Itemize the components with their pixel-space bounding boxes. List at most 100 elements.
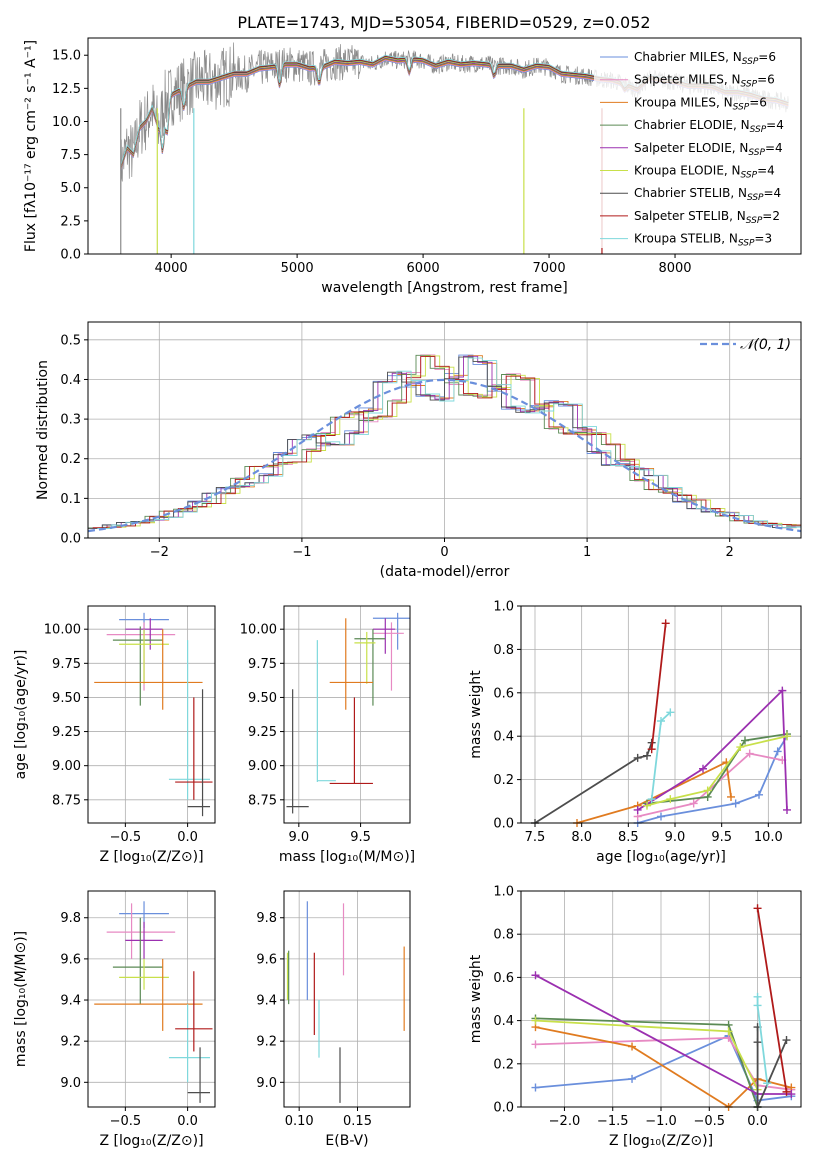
y-tick-label: 0.4 bbox=[493, 730, 514, 745]
y-axis-label: mass [log₁₀(M/M⊙)] bbox=[13, 931, 29, 1067]
histogram-step bbox=[97, 357, 801, 529]
mass-weight-marker bbox=[531, 1040, 540, 1049]
x-tick-label: 8.0 bbox=[571, 830, 592, 845]
mass-weight-marker bbox=[753, 1038, 762, 1047]
mass-weight-marker bbox=[782, 1036, 791, 1045]
mass-weight-marker bbox=[633, 753, 642, 762]
plot-frame bbox=[87, 321, 802, 539]
x-tick-label: 0.10 bbox=[285, 1114, 314, 1129]
y-tick-label: 9.0 bbox=[256, 1076, 277, 1091]
legend-entry: Chabrier STELIB, NSSP=4 bbox=[634, 186, 781, 203]
x-tick-label: 0 bbox=[440, 545, 448, 560]
y-tick-label: 10.00 bbox=[240, 623, 277, 638]
legend-entry: Salpeter STELIB, NSSP=2 bbox=[634, 209, 780, 226]
plot-frame bbox=[283, 890, 411, 1108]
mass-weight-marker bbox=[628, 1074, 637, 1083]
y-axis-label: mass weight bbox=[468, 670, 484, 759]
y-axis-label: mass weight bbox=[468, 954, 484, 1043]
mass-weight-marker bbox=[643, 751, 651, 760]
mass-weight-marker bbox=[647, 745, 656, 754]
y-tick-label: 9.4 bbox=[60, 994, 81, 1009]
y-tick-label: 1.0 bbox=[493, 600, 514, 615]
legend-box bbox=[594, 44, 798, 248]
mass-weight-marker bbox=[778, 686, 787, 695]
x-tick-label: −1.0 bbox=[645, 1114, 677, 1129]
x-tick-label: −2 bbox=[150, 545, 169, 560]
plot-frame bbox=[520, 890, 802, 1108]
x-tick-label: 8000 bbox=[658, 261, 691, 276]
legend-entry: Chabrier MILES, NSSP=6 bbox=[634, 50, 776, 67]
mass-weight-line bbox=[756, 908, 788, 1093]
y-tick-label: 7.5 bbox=[60, 148, 81, 163]
mass-weight-marker bbox=[741, 736, 749, 745]
x-tick-label: 6000 bbox=[407, 261, 440, 276]
x-tick-label: 9.0 bbox=[665, 830, 686, 845]
plot-frame bbox=[520, 605, 802, 824]
mass-weight-marker bbox=[666, 795, 675, 804]
y-tick-label: 9.2 bbox=[60, 1035, 81, 1050]
y-tick-label: 9.75 bbox=[52, 657, 81, 672]
y-tick-label: 9.4 bbox=[256, 994, 277, 1009]
mass-weight-marker bbox=[661, 619, 670, 628]
x-tick-label: −2.0 bbox=[549, 1114, 581, 1129]
y-tick-label: 0.4 bbox=[60, 373, 81, 388]
z-vs-age-panel: −0.5 0.0 8.75 9.00 9.25 9.50 9.75 10.00 Z [log₁₀… bbox=[13, 605, 216, 865]
plot-frame bbox=[87, 37, 802, 255]
mass-vs-age-panel: 9.0 9.5 8.75 9.00 9.25 9.50 9.75 10.00 mass [log… bbox=[240, 605, 415, 865]
y-tick-label: 2.5 bbox=[60, 214, 81, 229]
mass-weight-line bbox=[756, 996, 769, 1084]
mass-weight-line bbox=[637, 735, 788, 824]
mass-weight-line bbox=[756, 1027, 788, 1108]
y-tick-label: 0.0 bbox=[493, 817, 514, 832]
mass-weight-marker bbox=[531, 1083, 540, 1092]
y-tick-label: 8.75 bbox=[248, 793, 277, 808]
y-tick-label: 8.75 bbox=[52, 793, 81, 808]
x-axis-label: Z [log₁₀(Z/Z⊙)] bbox=[99, 1133, 203, 1149]
y-tick-label: 9.8 bbox=[256, 911, 277, 926]
x-tick-label: 8.5 bbox=[618, 830, 639, 845]
legend-entry: Salpeter MILES, NSSP=6 bbox=[634, 73, 775, 90]
mass-weight-marker bbox=[689, 799, 698, 808]
histogram-step bbox=[92, 356, 801, 529]
residual-histogram-panel: −2 −1 0 1 2 0.0 0.1 0.2 0.3 0.4 0.5 (data-model)/er… bbox=[35, 321, 802, 580]
y-tick-label: 0.2 bbox=[60, 452, 81, 467]
x-axis-label: age [log₁₀(age/yr)] bbox=[596, 849, 726, 865]
x-axis-label: (data-model)/error bbox=[380, 564, 510, 580]
y-axis-label: Normed distribution bbox=[35, 360, 51, 500]
legend-entry: Kroupa ELODIE, NSSP=4 bbox=[634, 164, 775, 181]
x-tick-label: −0.5 bbox=[693, 1114, 725, 1129]
x-tick-label: 9.0 bbox=[288, 830, 309, 845]
x-axis-label: mass [log₁₀(M/M⊙)] bbox=[279, 849, 415, 865]
x-axis-label: Z [log₁₀(Z/Z⊙)] bbox=[609, 1133, 713, 1149]
y-tick-label: 0.6 bbox=[493, 971, 514, 986]
mass-weight-marker bbox=[782, 1087, 791, 1096]
y-tick-label: 9.00 bbox=[248, 759, 277, 774]
mass-weight-marker bbox=[703, 786, 712, 795]
x-tick-label: −1 bbox=[292, 545, 311, 560]
mass-weight-marker bbox=[643, 801, 651, 810]
mass-weight-marker bbox=[531, 1016, 540, 1025]
mass-weight-line bbox=[576, 760, 732, 824]
y-tick-label: 9.50 bbox=[248, 691, 277, 706]
mass-weight-marker bbox=[531, 971, 540, 980]
y-tick-label: 0.2 bbox=[493, 773, 514, 788]
z-vs-mass-panel: −0.5 0.0 9.0 9.2 9.4 9.6 9.8 Z [log₁₀(Z/Z⊙)] mas… bbox=[13, 890, 216, 1149]
y-tick-label: 9.00 bbox=[52, 759, 81, 774]
mass-weight-marker bbox=[628, 1042, 637, 1051]
mass-weight-marker bbox=[731, 799, 740, 808]
y-tick-label: 9.6 bbox=[60, 952, 81, 967]
mass-weight-marker bbox=[657, 812, 665, 821]
age-mass-weight-panel: 7.5 8.0 8.5 9.0 9.5 10.0 0.0 0.2 0.4 0.6 0.8 1.0 age… bbox=[468, 600, 802, 865]
plot-frame bbox=[87, 605, 216, 824]
x-tick-label: 7.5 bbox=[525, 830, 546, 845]
mass-weight-line bbox=[637, 688, 788, 811]
y-tick-label: 1.0 bbox=[493, 885, 514, 900]
legend: Chabrier MILES, NSSP=6 Salpeter MILES, NS… bbox=[594, 44, 798, 249]
mass-weight-marker bbox=[699, 764, 707, 773]
y-tick-label: 0.4 bbox=[493, 1014, 514, 1029]
mass-weight-marker bbox=[724, 1027, 733, 1036]
legend-entry: Kroupa MILES, NSSP=6 bbox=[634, 95, 767, 112]
x-tick-label: 9.5 bbox=[350, 830, 371, 845]
ebv-vs-mass-panel: 0.10 0.15 9.0 9.2 9.4 9.6 9.8 E(B-V) bbox=[256, 890, 411, 1149]
y-tick-label: 15.0 bbox=[52, 49, 81, 64]
